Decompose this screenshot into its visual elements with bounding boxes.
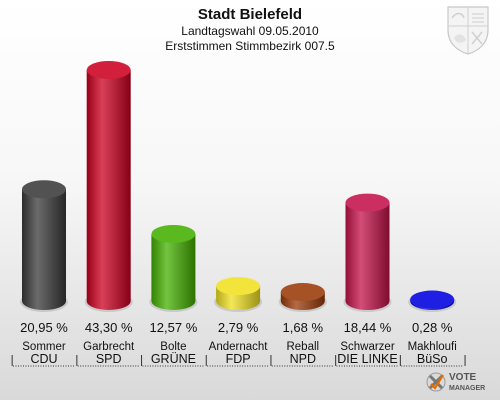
party-label: SPD	[96, 352, 122, 366]
value-label: 0,28 %	[412, 320, 453, 335]
value-label: 20,95 %	[20, 320, 68, 335]
party-label: NPD	[290, 352, 316, 366]
party-label: CDU	[30, 352, 57, 366]
chart-subtitle-election: Landtagswahl 09.05.2010	[181, 24, 319, 38]
bar-top-3	[216, 277, 261, 296]
value-label: 12,57 %	[150, 320, 198, 335]
bar-spd	[86, 70, 131, 310]
candidate-label: Garbrecht	[83, 341, 135, 353]
candidate-label: Andernacht	[209, 341, 269, 353]
bar-top-1	[86, 61, 131, 79]
coat-of-arms-icon	[447, 6, 489, 55]
bar-grüne	[151, 233, 196, 310]
bar-top-6	[410, 290, 455, 309]
bar-cdu	[22, 189, 66, 310]
candidate-label: Sommer	[22, 341, 66, 353]
candidate-label: Makhloufi	[408, 341, 457, 353]
party-label: BüSo	[417, 352, 448, 366]
vote-manager-logo: VOTE MANAGER	[426, 372, 485, 392]
bar-dielinke	[345, 202, 390, 311]
bar-top-2	[151, 224, 196, 243]
logo-text-manager: MANAGER	[449, 385, 485, 392]
bar-top-0	[22, 180, 66, 199]
value-label: 2,79 %	[218, 320, 259, 335]
chart-title: Stadt Bielefeld	[197, 6, 303, 23]
party-label: FDP	[226, 352, 251, 366]
value-label: 43,30 %	[85, 320, 133, 335]
candidate-label: Bolte	[160, 341, 186, 353]
bar-top-5	[345, 193, 390, 212]
party-label: DIE LINKE	[337, 352, 397, 366]
value-label: 1,68 %	[283, 320, 324, 335]
candidate-label: Schwarzer	[340, 341, 394, 353]
logo-text-vote: VOTE	[449, 372, 477, 383]
bar-top-4	[280, 283, 325, 302]
party-label: GRÜNE	[151, 352, 196, 366]
chart-subtitle-district: Erststimmen Stimmbezirk 007.5	[165, 39, 335, 53]
value-label: 18,44 %	[344, 320, 392, 335]
candidate-label: Reball	[286, 341, 319, 353]
